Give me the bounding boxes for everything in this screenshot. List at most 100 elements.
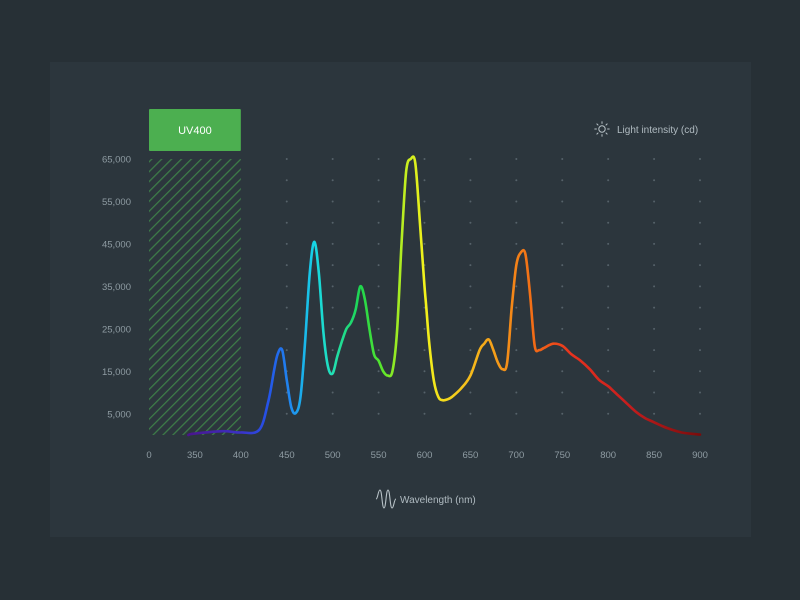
grid-dot (377, 242, 380, 245)
grid-dot (561, 200, 564, 203)
grid-dot (331, 391, 334, 394)
grid-dot (285, 242, 288, 245)
grid-dot (377, 412, 380, 415)
grid-dot (377, 200, 380, 203)
grid-dot (423, 391, 426, 394)
x-tick-label: 550 (371, 450, 387, 461)
grid-dot (653, 285, 656, 288)
grid-dot (285, 285, 288, 288)
y-tick-label: 25,000 (102, 324, 131, 335)
y-tick-label: 15,000 (102, 367, 131, 378)
grid-dot (699, 412, 701, 415)
grid-dot (653, 306, 656, 309)
grid-dot (699, 285, 701, 288)
grid-dot (653, 391, 656, 394)
grid-dot (607, 370, 610, 373)
grid-dot (561, 242, 564, 245)
grid-dot (285, 306, 288, 309)
grid-dot (377, 179, 380, 182)
grid-dot (423, 179, 426, 182)
grid-dot (561, 349, 564, 352)
grid-dot (699, 306, 701, 309)
grid-dot (331, 200, 334, 203)
grid-dot (699, 221, 701, 224)
grid-dot (699, 349, 701, 352)
x-tick-label: 750 (554, 450, 570, 461)
grid-dot (699, 158, 701, 160)
grid-dot (423, 412, 426, 415)
grid-dot (607, 285, 610, 288)
grid-dot (561, 179, 564, 182)
grid-dot (515, 370, 518, 373)
grid-dot (377, 370, 380, 373)
grid-dot (469, 264, 472, 267)
grid-dot (561, 327, 564, 330)
spectrum-chart: UV400 0 350 400 450 500 550 600 650 700 750 800 850… (102, 109, 708, 509)
grid-dot (377, 221, 380, 224)
x-tick-label: 800 (600, 450, 616, 461)
grid-dot (285, 327, 288, 330)
grid-dot (653, 158, 656, 160)
grid-dot (285, 221, 288, 224)
chart-card: UV400 0 350 400 450 500 550 600 650 700 750 800 850… (50, 62, 751, 537)
grid-dot (469, 391, 472, 394)
grid-dot (607, 327, 610, 330)
grid-dot (377, 158, 380, 160)
wave-icon (375, 489, 397, 509)
grid-dot (653, 327, 656, 330)
grid-dot (377, 327, 380, 330)
grid-dot (285, 200, 288, 203)
grid-dot (469, 412, 472, 415)
grid-dot (331, 221, 334, 224)
grid-dot (423, 370, 426, 373)
grid-dot (515, 412, 518, 415)
grid-dot (377, 349, 380, 352)
grid-dot (285, 264, 288, 267)
grid-dot (515, 200, 518, 203)
grid-dot (515, 306, 518, 309)
grid-dot (515, 242, 518, 245)
grid-dot (377, 264, 380, 267)
grid-dot (561, 370, 564, 373)
grid-dot (469, 285, 472, 288)
grid-dot (607, 306, 610, 309)
grid-dot (331, 306, 334, 309)
grid-dot (285, 349, 288, 352)
grid-dot (561, 264, 564, 267)
grid-dot (515, 285, 518, 288)
grid-dot (699, 242, 701, 245)
grid-dot (561, 158, 564, 160)
grid-dot (377, 391, 380, 394)
grid-dot (515, 349, 518, 352)
spectrum-line (187, 155, 702, 437)
x-axis-ticks: 0 350 400 450 500 550 600 650 700 750 800 850 900 (146, 450, 708, 461)
x-tick-label: 0 (146, 450, 151, 461)
y-axis-label: Light intensity (cd) (617, 125, 698, 136)
grid-dot (331, 158, 334, 160)
grid-dot (653, 179, 656, 182)
grid-dot (607, 221, 610, 224)
grid-dot (469, 179, 472, 182)
grid-dot (331, 264, 334, 267)
x-tick-label: 850 (646, 450, 662, 461)
grid-dot (331, 327, 334, 330)
grid-dot (331, 349, 334, 352)
grid-dot (653, 412, 656, 415)
x-tick-label: 700 (508, 450, 524, 461)
grid-dot (561, 285, 564, 288)
grid-dot (699, 370, 701, 373)
grid-dot (377, 306, 380, 309)
grid-dot (469, 327, 472, 330)
grid-dot (469, 306, 472, 309)
uv400-label: UV400 (178, 125, 212, 137)
x-tick-label: 450 (279, 450, 295, 461)
grid-dot (423, 327, 426, 330)
grid-dot (699, 200, 701, 203)
grid-dot (285, 179, 288, 182)
grid-dot (607, 179, 610, 182)
sun-icon (594, 121, 610, 137)
grid-dot (699, 264, 701, 267)
grid-dot (515, 391, 518, 394)
y-tick-label: 5,000 (107, 409, 131, 420)
grid-dot (469, 349, 472, 352)
